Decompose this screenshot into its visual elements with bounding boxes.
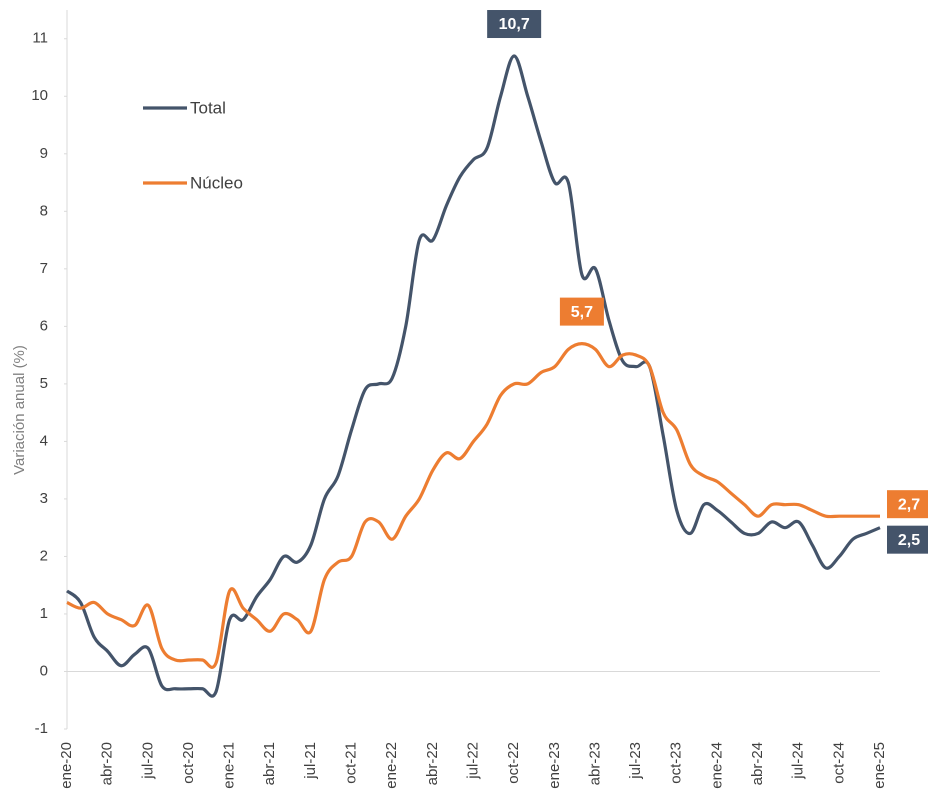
x-tick-label: ene-23 <box>546 742 563 789</box>
x-tick-label: jul-24 <box>790 742 807 780</box>
y-tick-label: 2 <box>40 547 48 564</box>
x-tick-label: ene-22 <box>383 742 400 789</box>
value-label-box <box>887 490 928 519</box>
y-tick-label: 4 <box>40 432 48 449</box>
series-line <box>66 342 880 669</box>
y-axis-label: Variación anual (%) <box>11 345 28 475</box>
value-label: 5,7 <box>571 304 593 321</box>
x-tick-label: ene-20 <box>58 742 75 789</box>
y-tick-label: -1 <box>35 720 48 737</box>
y-tick-label: 7 <box>40 260 48 277</box>
value-label: 2,5 <box>898 532 920 549</box>
y-tick-label: 3 <box>40 490 48 507</box>
y-tick-label: 8 <box>40 202 48 219</box>
x-tick-label: jul-23 <box>627 742 644 780</box>
x-tick-label: oct-22 <box>505 742 522 784</box>
y-tick-label: 11 <box>32 30 48 47</box>
x-tick-label: oct-20 <box>180 742 197 784</box>
x-tick-label: ene-25 <box>871 742 888 789</box>
x-tick-label: oct-23 <box>668 742 685 784</box>
series-line <box>65 54 881 698</box>
y-tick-label: 10 <box>31 87 48 104</box>
x-tick-label: abr-23 <box>586 742 603 785</box>
x-tick-label: abr-22 <box>424 742 441 785</box>
x-tick-label: abr-20 <box>99 742 116 785</box>
x-tick-label: ene-21 <box>221 742 238 789</box>
value-label: 2,7 <box>898 496 920 513</box>
x-tick-label: abr-21 <box>261 742 278 785</box>
x-tick-label: jul-21 <box>302 742 319 780</box>
x-tick-label: jul-22 <box>464 742 481 780</box>
value-label-box <box>487 10 542 39</box>
y-tick-label: 6 <box>40 317 48 334</box>
y-tick-label: 5 <box>40 375 48 392</box>
x-tick-label: oct-21 <box>343 742 360 784</box>
value-label-box <box>559 297 604 326</box>
value-label: 10,7 <box>499 16 530 33</box>
y-tick-label: 1 <box>40 605 48 622</box>
y-tick-label: 0 <box>40 662 48 679</box>
legend-label: Total <box>190 98 226 117</box>
x-tick-label: oct-24 <box>830 742 847 784</box>
x-tick-label: abr-24 <box>749 742 766 785</box>
value-label-box <box>887 525 928 554</box>
x-tick-label: ene-24 <box>708 742 725 789</box>
legend-label: Núcleo <box>190 173 243 192</box>
x-tick-label: jul-20 <box>139 742 156 780</box>
y-tick-label: 9 <box>40 145 48 162</box>
